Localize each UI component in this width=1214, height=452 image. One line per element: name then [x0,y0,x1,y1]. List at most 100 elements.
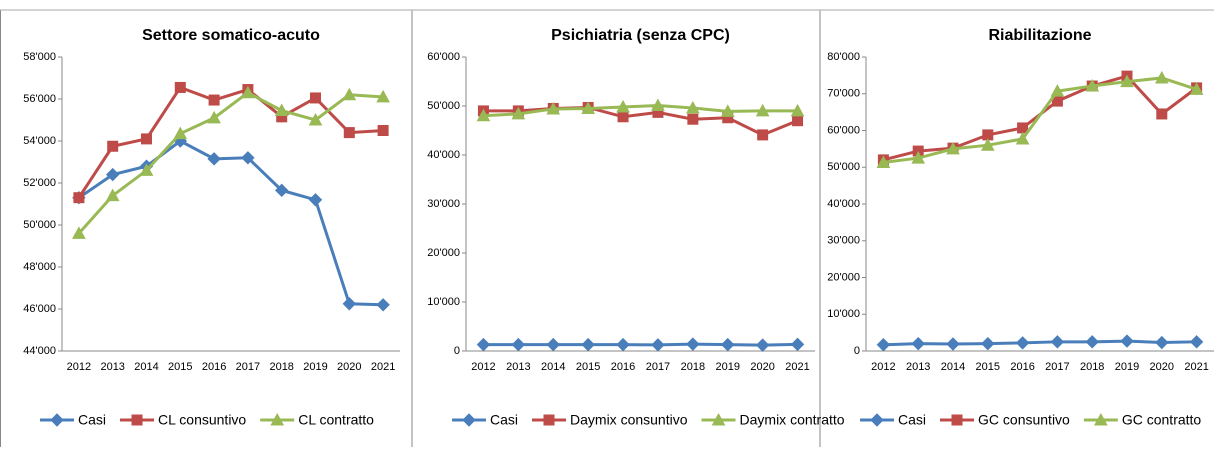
chart-title: Riabilitazione [988,27,1091,44]
y-tick-label: 10'000 [427,296,460,308]
marker [173,126,188,140]
series-line [483,105,799,137]
marker [241,151,255,165]
marker [241,85,255,99]
x-tick-label: 2012 [67,361,91,373]
marker [207,152,221,166]
marker [308,193,323,207]
marker [721,337,735,352]
marker [581,337,595,352]
series-line [78,139,384,307]
y-tick-label: 60'000 [827,124,860,136]
x-tick-label: 2021 [371,361,395,373]
y-tick-label: 30'000 [827,235,860,247]
marker [755,103,770,117]
marker [616,99,630,113]
x-tick-label: 2012 [471,361,495,373]
marker [951,414,963,426]
marker [790,103,805,117]
marker [546,101,561,115]
marker [1017,122,1029,134]
marker [1189,335,1204,349]
marker [50,413,64,427]
marker [790,337,805,352]
marker [511,337,526,352]
marker [651,98,665,112]
y-tick-label: 44'000 [23,345,56,357]
x-tick-label: 2013 [100,361,124,373]
series-line [483,342,798,347]
marker [174,81,186,93]
marker [342,297,357,311]
marker [1015,336,1030,350]
legend-label: GC consuntivo [978,412,1070,428]
x-tick-label: 2020 [1150,361,1174,373]
x-tick-label: 2019 [716,361,740,373]
marker [1050,84,1065,97]
marker [686,337,700,351]
x-tick-label: 2019 [1115,361,1139,373]
marker [342,87,357,101]
marker [1085,335,1099,349]
marker [1155,335,1169,350]
x-tick-label: 2014 [941,361,965,373]
marker [72,226,86,239]
y-tick-label: 58'000 [23,51,56,63]
marker [73,192,85,204]
series-line [883,76,1198,164]
marker [310,92,321,104]
marker [476,337,491,352]
marker [1189,82,1204,95]
legend-label: CL contratto [298,412,374,428]
marker [617,111,629,123]
series-line [77,90,384,235]
legend-label: Casi [78,412,106,428]
marker [308,112,323,126]
marker [1154,70,1169,84]
y-tick-label: 48'000 [23,261,56,273]
marker [107,140,119,152]
series-line [483,104,798,118]
marker [1094,412,1108,426]
series-line [77,85,384,199]
x-tick-label: 2016 [202,361,226,373]
legend-label: CL consuntivo [158,412,246,428]
marker [377,125,389,136]
x-tick-label: 2019 [303,361,327,373]
marker [105,167,120,182]
marker [1085,78,1100,92]
marker [651,338,665,352]
marker [686,100,700,114]
marker [343,127,355,139]
marker [131,414,143,426]
x-tick-label: 2015 [168,361,192,373]
y-tick-label: 54'000 [23,135,56,147]
x-tick-label: 2013 [906,361,930,373]
marker [207,110,221,124]
legend-label: Casi [490,412,518,428]
marker [274,183,289,198]
legend-label: Casi [898,412,926,428]
x-tick-label: 2015 [576,361,600,373]
y-tick-label: 20'000 [427,247,460,259]
marker [946,337,960,351]
y-tick-label: 52'000 [23,177,56,189]
x-tick-label: 2016 [611,361,635,373]
marker [1156,108,1168,120]
marker [139,163,154,176]
y-tick-label: 40'000 [427,149,460,161]
x-tick-label: 2020 [750,361,774,373]
marker [755,338,770,352]
marker [946,141,960,155]
marker [980,138,995,151]
marker [757,129,769,141]
marker [274,103,289,117]
legend-label: GC contratto [1122,412,1202,428]
x-tick-label: 2018 [681,361,705,373]
marker [687,113,699,125]
marker [208,94,220,106]
marker [546,337,560,352]
x-tick-label: 2017 [1045,361,1069,373]
y-tick-label: 0 [454,345,460,357]
